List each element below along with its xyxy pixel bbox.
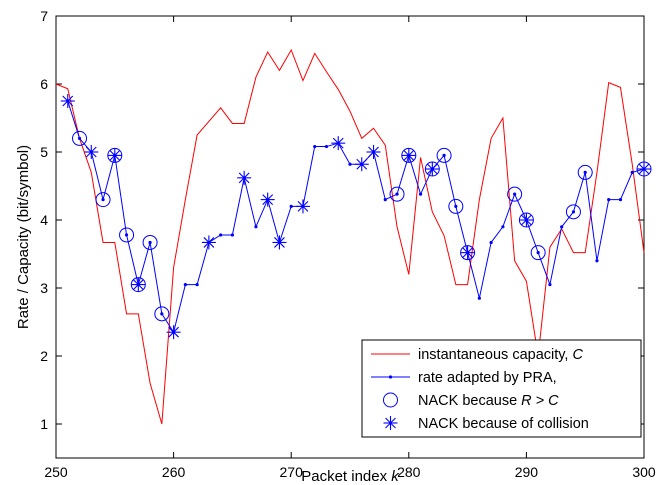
nack-circle-marker — [436, 147, 452, 163]
y-tick-label: 4 — [40, 212, 48, 228]
nack-asterisk-marker — [637, 162, 651, 176]
legend-nack-rc-label: NACK because R > C — [418, 393, 559, 409]
nack-asterisk-marker — [107, 148, 122, 163]
rate-data-point — [313, 144, 317, 149]
nack-asterisk-marker — [131, 277, 146, 292]
rate-data-point — [583, 170, 587, 174]
x-axis-label: Packet index k — [301, 468, 400, 485]
rate-data-point — [595, 259, 599, 263]
nack-asterisk-marker — [425, 162, 440, 176]
rate-data-point — [348, 162, 352, 166]
rate-data-point — [442, 153, 446, 157]
legend-capacity-label: instantaneous capacity, C — [418, 347, 584, 363]
rate-data-point — [183, 283, 187, 287]
nack-circle-marker — [448, 198, 464, 214]
y-tick-label: 5 — [40, 144, 48, 160]
nack-asterisk-marker — [354, 157, 369, 172]
nack-circle-marker — [389, 186, 405, 202]
nack-asterisk-marker — [272, 235, 287, 250]
nack-circle-marker — [507, 186, 523, 202]
nack-circle-marker — [530, 245, 546, 261]
y-tick-label: 2 — [40, 348, 48, 364]
x-tick-label: 260 — [162, 464, 186, 480]
axis-ticks: 250 260 270 280 290 300 1 2 3 4 5 6 7 — [40, 8, 656, 480]
rate-data-point — [77, 136, 82, 140]
rate-data-point — [254, 225, 258, 229]
rate-data-point — [219, 233, 223, 237]
x-tick-label: 280 — [397, 464, 421, 480]
nack-asterisk-marker — [166, 325, 181, 340]
nack-circle-marker — [119, 227, 135, 243]
rate-data-point — [618, 198, 623, 202]
legend-nack-circle-icon — [383, 392, 398, 408]
rate-data-point — [395, 192, 399, 196]
nack-circle-marker — [142, 234, 158, 250]
series-markers — [60, 94, 652, 340]
legend: instantaneous capacity, C rate adapted b… — [361, 339, 642, 438]
rate-data-point — [101, 198, 105, 202]
legend-box — [361, 339, 642, 438]
rate-data-point — [230, 233, 234, 237]
rate-data-point — [418, 192, 423, 196]
rate-data-point — [454, 204, 458, 208]
x-tick-label: 250 — [44, 464, 68, 480]
y-tick-label: 3 — [40, 280, 48, 296]
legend-rate-dot-icon — [388, 375, 393, 379]
nack-circle-marker — [565, 204, 581, 220]
rate-data-point — [289, 204, 293, 208]
rate-data-point — [560, 225, 564, 229]
nack-circle-marker — [154, 306, 170, 322]
y-tick-label: 7 — [40, 8, 48, 24]
y-tick-label: 6 — [40, 76, 48, 92]
nack-asterisk-marker — [401, 148, 416, 163]
nack-asterisk-marker — [260, 192, 275, 207]
legend-nack-collision-label: NACK because of collision — [418, 416, 589, 432]
nack-asterisk-marker — [460, 245, 475, 260]
x-tick-label: 290 — [515, 464, 539, 480]
nack-asterisk-marker — [84, 145, 99, 159]
rate-data-point — [383, 198, 387, 202]
rate-data-point — [536, 251, 540, 255]
legend-rate-label: rate adapted by PRA, — [418, 370, 557, 386]
rate-data-point — [324, 144, 329, 149]
rate-data-point — [489, 240, 493, 245]
x-tick-label: 300 — [632, 464, 656, 480]
rate-data-point — [571, 210, 576, 214]
rate-data-point — [124, 233, 129, 237]
nack-circle-marker — [577, 164, 593, 180]
nack-asterisk-marker — [295, 199, 310, 214]
nack-asterisk-marker — [366, 145, 381, 159]
nack-asterisk-marker — [237, 170, 252, 185]
rate-data-point — [477, 296, 481, 300]
rate-data-point — [513, 192, 517, 196]
nack-asterisk-marker — [201, 235, 216, 250]
rate-data-point — [607, 198, 611, 202]
rate-data-point — [501, 225, 505, 229]
nack-asterisk-marker — [60, 94, 75, 108]
rate-data-point — [630, 170, 634, 174]
nack-asterisk-marker — [331, 136, 346, 151]
series-line-0 — [55, 48, 645, 425]
nack-asterisk-marker — [519, 213, 534, 227]
rate-data-point — [548, 283, 552, 287]
x-tick-label: 270 — [280, 464, 304, 480]
rate-data-point — [195, 283, 199, 287]
nack-circle-marker — [72, 130, 88, 146]
nack-circle-marker — [95, 192, 111, 208]
y-tick-label: 1 — [40, 416, 48, 432]
rate-data-point — [160, 312, 164, 316]
y-axis-label: Rate / Capacity (bit/symbol) — [15, 145, 32, 329]
rate-data-point — [148, 240, 152, 245]
legend-nack-asterisk-icon — [383, 416, 398, 430]
